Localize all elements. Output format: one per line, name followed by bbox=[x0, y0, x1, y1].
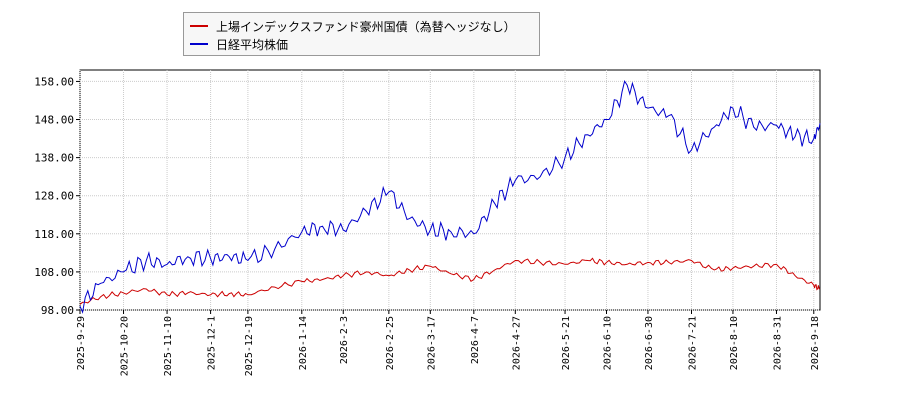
y-tick-label: 118.00 bbox=[34, 228, 74, 241]
chart-grid bbox=[79, 69, 821, 311]
x-tick-label: 2026-3-17 bbox=[426, 316, 437, 370]
x-tick-label: 2026-9-18 bbox=[810, 316, 821, 370]
x-tick-label: 2026-6-30 bbox=[644, 316, 655, 370]
chart-legend: 上場インデックスファンド豪州国債（為替ヘッジなし） 日経平均株価 bbox=[183, 12, 540, 56]
y-tick-label: 98.00 bbox=[41, 304, 74, 317]
x-tick-label: 2026-6-10 bbox=[602, 316, 613, 370]
x-tick-label: 2026-8-10 bbox=[729, 316, 740, 370]
x-tick-label: 2026-1-14 bbox=[298, 316, 309, 370]
x-tick-label: 2025-10-20 bbox=[120, 316, 131, 376]
legend-swatch-bond bbox=[190, 25, 208, 27]
y-tick-label: 148.00 bbox=[34, 114, 74, 127]
legend-entry-nikkei: 日経平均株価 bbox=[190, 35, 288, 53]
x-tick-label: 2026-2-25 bbox=[385, 316, 396, 370]
legend-entry-bond: 上場インデックスファンド豪州国債（為替ヘッジなし） bbox=[190, 17, 516, 35]
x-tick-label: 2025-9-29 bbox=[76, 316, 87, 370]
x-tick-label: 2026-8-31 bbox=[772, 316, 783, 370]
plot-frame bbox=[79, 69, 821, 311]
legend-swatch-nikkei bbox=[190, 43, 208, 45]
y-tick-label: 108.00 bbox=[34, 266, 74, 279]
y-tick-label: 138.00 bbox=[34, 152, 74, 165]
legend-label-bond: 上場インデックスファンド豪州国債（為替ヘッジなし） bbox=[216, 19, 516, 34]
x-tick-label: 2026-2-3 bbox=[339, 316, 350, 364]
x-tick-label: 2025-11-10 bbox=[163, 316, 174, 376]
chart-series bbox=[79, 79, 821, 314]
y-tick-label: 128.00 bbox=[34, 190, 74, 203]
x-tick-label: 2026-4-7 bbox=[470, 316, 481, 364]
x-tick-label: 2026-7-21 bbox=[687, 316, 698, 370]
y-tick-label: 158.00 bbox=[34, 75, 74, 88]
legend-label-nikkei: 日経平均株価 bbox=[216, 37, 289, 52]
x-tick-label: 2026-4-27 bbox=[511, 316, 522, 370]
x-axis-ticks: 2025-9-29 2025-10-20 2025-11-10 2025-12-1 20… bbox=[76, 310, 821, 376]
x-tick-label: 2025-12-19 bbox=[244, 316, 255, 376]
series-line-nikkei bbox=[79, 79, 821, 314]
y-axis-ticks: 98.00 108.00 118.00 128.00 138.00 148.00 158.0… bbox=[34, 75, 80, 317]
x-tick-label: 2026-5-21 bbox=[561, 316, 572, 370]
x-tick-label: 2025-12-1 bbox=[207, 316, 218, 370]
series-line-bond bbox=[79, 257, 821, 305]
